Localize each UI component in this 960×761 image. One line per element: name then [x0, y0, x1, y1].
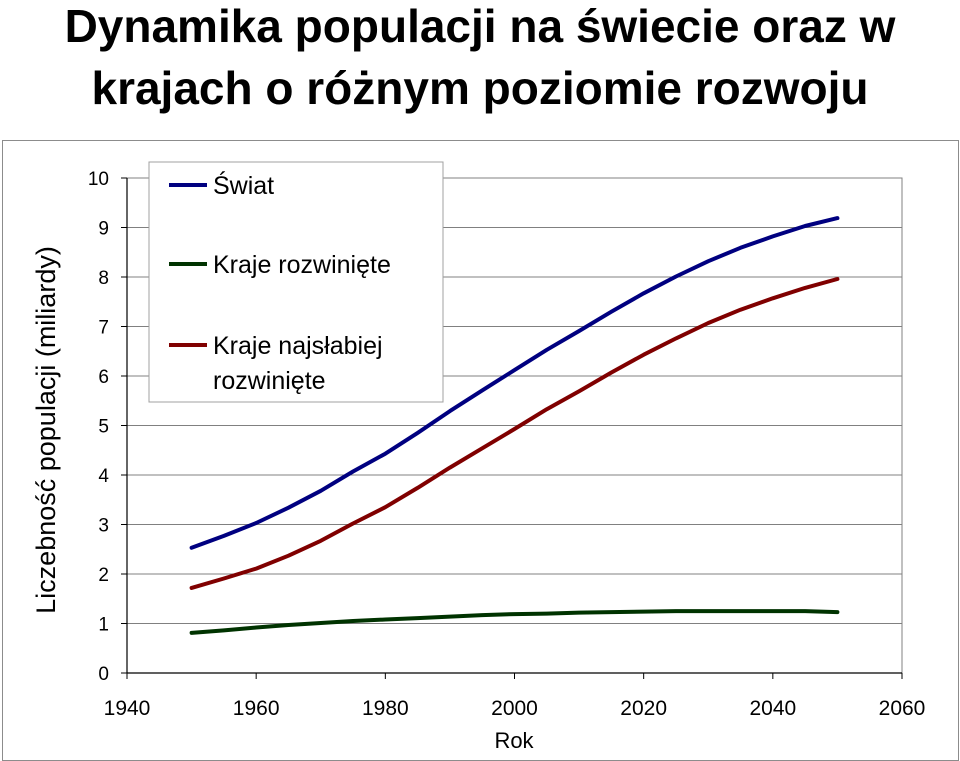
legend: Świat Kraje rozwinięte Kraje najsłabiej roz… — [148, 161, 444, 403]
y-axis-label: Liczebność populacji (miliardy) — [31, 246, 61, 614]
x-tick-label-2060: 2060 — [879, 697, 926, 720]
y-tick-label-3: 3 — [98, 516, 109, 537]
series-line-3 — [189, 277, 840, 590]
x-tick-label-2000: 2000 — [491, 697, 538, 720]
y-tick-label-9: 9 — [98, 219, 109, 240]
legend-label-1: Świat — [213, 170, 274, 200]
y-tick-label-8: 8 — [98, 268, 109, 289]
axes: 0 1 2 3 4 5 6 7 8 9 10 1940 1960 1980 2000 2020 2040 2060 — [88, 169, 926, 720]
series-line-2 — [189, 609, 840, 635]
y-tick-label-1: 1 — [98, 615, 109, 636]
y-tick-label-6: 6 — [98, 367, 109, 388]
legend-label-2: Kraje rozwinięte — [213, 251, 391, 279]
legend-box — [148, 161, 444, 403]
x-tick-label-1980: 1980 — [362, 697, 409, 720]
x-tick-label-2040: 2040 — [749, 697, 796, 720]
series-lines — [189, 216, 840, 635]
series-line-1 — [189, 216, 840, 550]
y-tick-label-7: 7 — [98, 318, 109, 339]
x-tick-label-1940: 1940 — [104, 697, 151, 720]
x-tick-label-2020: 2020 — [620, 697, 667, 720]
y-tick-label-10: 10 — [88, 169, 109, 190]
y-tick-label-0: 0 — [98, 664, 109, 685]
chart-title-line-1: Dynamika populacji na świecie oraz w — [64, 0, 896, 52]
chart-title-line-2: krajach o różnym poziomie rozwoju — [91, 62, 869, 114]
y-tick-label-4: 4 — [98, 466, 109, 487]
x-tick-label-1960: 1960 — [233, 697, 280, 720]
y-tick-label-2: 2 — [98, 565, 109, 586]
y-tick-label-5: 5 — [98, 417, 109, 438]
x-axis-label: Rok — [494, 728, 534, 753]
legend-label-3: Kraje najsłabiej rozwinięte — [213, 332, 383, 395]
